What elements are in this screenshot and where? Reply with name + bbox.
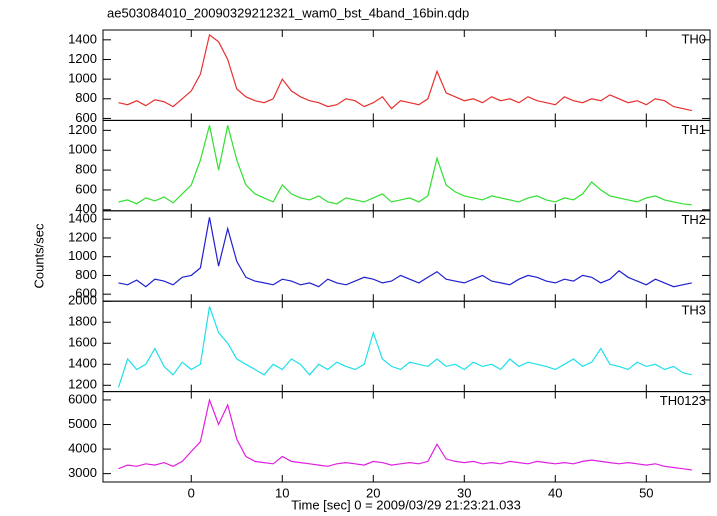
panel-label: TH3 (681, 303, 706, 318)
light-curve (118, 217, 692, 288)
light-curve (118, 33, 692, 112)
x-tick-label: 0 (188, 485, 195, 500)
y-tick-label: 2000 (68, 293, 97, 308)
light-curve (118, 397, 692, 471)
y-tick-label: 600 (75, 286, 97, 301)
y-tick-label: 1200 (68, 122, 97, 137)
x-tick-label: 40 (548, 485, 562, 500)
y-tick-label: 1000 (68, 248, 97, 263)
y-tick-label: 1200 (68, 377, 97, 392)
y-tick-label: 800 (75, 267, 97, 282)
y-tick-label: 1200 (68, 229, 97, 244)
y-tick-label: 800 (75, 162, 97, 177)
panel-frame (102, 391, 711, 483)
panel-label: TH1 (681, 122, 706, 137)
x-tick-label: 30 (457, 485, 471, 500)
panel-frame (102, 29, 711, 121)
light-curve (117, 306, 692, 388)
y-tick-label: 800 (75, 90, 97, 105)
y-tick-label: 1000 (68, 71, 97, 86)
y-tick-label: 5000 (68, 416, 97, 431)
y-tick-label: 1200 (68, 51, 97, 66)
y-tick-label: 6000 (68, 391, 97, 406)
panel-frame (102, 119, 711, 212)
y-tick-label: 1400 (68, 356, 97, 371)
x-tick-label: 50 (639, 485, 653, 500)
y-tick-label: 1000 (68, 142, 97, 157)
y-axis-label: Counts/sec (31, 223, 46, 289)
panel-label: TH0123 (660, 393, 706, 408)
x-tick-label: 20 (366, 485, 380, 500)
y-tick-label: 600 (75, 110, 97, 125)
y-tick-label: 600 (75, 181, 97, 196)
panel-frame (102, 210, 711, 302)
panel-frame (102, 300, 711, 393)
y-tick-label: 1800 (68, 314, 97, 329)
y-tick-label: 400 (75, 201, 97, 216)
chart-title: ae503084010_20090329212321_wam0_bst_4ban… (107, 5, 469, 20)
y-tick-label: 3000 (68, 465, 97, 480)
x-tick-label: 10 (275, 485, 289, 500)
y-tick-label: 1400 (68, 31, 97, 46)
panel-label: TH0 (681, 31, 706, 46)
y-tick-label: 1400 (68, 211, 97, 226)
panel-label: TH2 (681, 212, 706, 227)
x-axis-label: Time [sec] 0 = 2009/03/29 21:23:21.033 (291, 497, 521, 512)
y-tick-label: 4000 (68, 441, 97, 456)
y-tick-label: 1600 (68, 335, 97, 350)
light-curve (118, 125, 692, 206)
